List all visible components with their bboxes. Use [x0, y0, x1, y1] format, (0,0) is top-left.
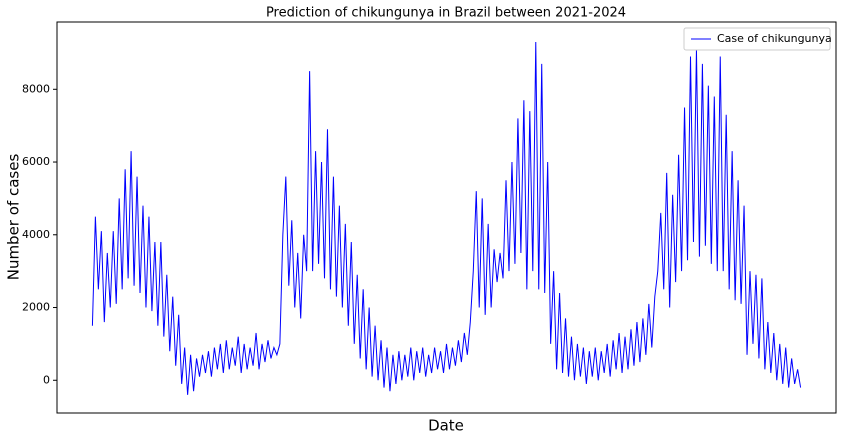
x-axis-label: Date [428, 417, 464, 435]
y-tick-label: 0 [43, 373, 50, 386]
y-tick-label: 4000 [22, 228, 50, 241]
y-tick-label: 8000 [22, 82, 50, 95]
y-tick-label: 6000 [22, 155, 50, 168]
legend-label: Case of chikungunya [717, 32, 832, 45]
legend-box [683, 27, 831, 51]
y-tick-label: 2000 [22, 301, 50, 314]
y-axis-label: Number of cases [5, 154, 23, 281]
plot-frame [56, 21, 837, 414]
chart-title: Prediction of chikungunya in Brazil betw… [266, 6, 626, 21]
data-line [91, 41, 802, 395]
legend: Case of chikungunya [683, 27, 832, 51]
